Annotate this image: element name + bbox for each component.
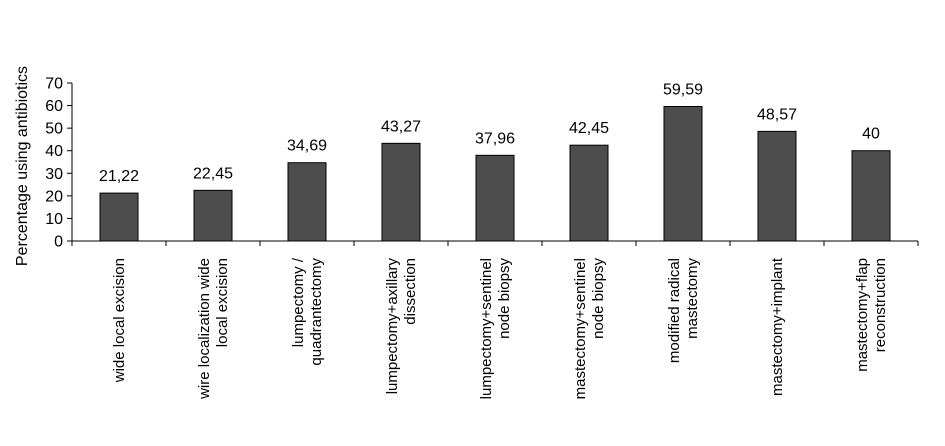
category-label-line: modified radical xyxy=(666,258,683,363)
category-label-line: local excision xyxy=(214,258,231,347)
data-label: 34,69 xyxy=(287,138,327,155)
y-tick-label: 40 xyxy=(45,143,63,160)
category-label-line: mastectomy+sentinel xyxy=(572,258,589,399)
data-label: 40 xyxy=(862,126,880,143)
bar xyxy=(381,142,421,242)
category-label-line: node biopsy xyxy=(590,258,607,339)
x-axis xyxy=(71,240,919,246)
y-tick-label: 20 xyxy=(45,188,63,205)
category-label: mastectomy+sentinelnode biopsy xyxy=(572,258,607,400)
y-tick-label: 30 xyxy=(45,166,63,183)
bar xyxy=(475,154,515,242)
y-tick-label: 0 xyxy=(54,234,63,251)
category-label: lumpectomy+sentinelnode biopsy xyxy=(478,258,513,400)
bar xyxy=(287,162,327,242)
category-label: wide local excision xyxy=(111,258,128,383)
y-tick-label: 10 xyxy=(45,211,63,228)
data-label: 37,96 xyxy=(475,130,515,147)
y-tick-label: 50 xyxy=(45,121,63,138)
category-label-line: mastectomy xyxy=(684,258,701,339)
category-label: mastectomy+flapreconstruction xyxy=(854,258,889,372)
bar xyxy=(663,105,703,242)
category-label: mastectomy+implant xyxy=(769,257,786,396)
bar xyxy=(569,144,609,242)
category-label-line: lumpectomy+sentinel xyxy=(478,258,495,399)
bar xyxy=(99,192,139,242)
bar xyxy=(851,150,891,242)
y-tick-label: 70 xyxy=(45,76,63,93)
bar xyxy=(757,130,797,242)
y-axis: 0 10 20 30 40 50 60 70 xyxy=(45,76,73,251)
data-label: 59,59 xyxy=(663,81,703,98)
bars xyxy=(99,105,891,242)
category-label-line: lumpectomy / xyxy=(290,257,307,347)
data-label: 42,45 xyxy=(569,120,609,137)
category-label-line: dissection xyxy=(402,258,419,325)
category-label-line: reconstruction xyxy=(872,258,889,352)
category-label: lumpectomy+axillarydissection xyxy=(384,258,419,395)
category-label-line: lumpectomy+axillary xyxy=(384,258,401,395)
category-label-line: quadrantectomy xyxy=(308,258,325,366)
category-label-line: mastectomy+flap xyxy=(854,258,871,372)
data-label: 22,45 xyxy=(193,165,233,182)
category-label: modified radicalmastectomy xyxy=(666,258,701,364)
y-axis-title: Percentage using antibiotics xyxy=(14,66,31,266)
data-label: 48,57 xyxy=(757,106,797,123)
y-tick-label: 60 xyxy=(45,98,63,115)
category-label-line: mastectomy+implant xyxy=(769,257,786,396)
data-label: 21,22 xyxy=(99,168,139,185)
category-label-line: wire localization wide xyxy=(196,258,213,400)
category-label-line: wide local excision xyxy=(111,258,128,383)
data-labels: 21,22 22,45 34,69 43,27 37,96 42,45 59,59 48,57… xyxy=(99,81,880,185)
category-label: lumpectomy /quadrantectomy xyxy=(290,257,325,365)
category-label-line: node biopsy xyxy=(496,258,513,339)
category-labels: wide local excision wire localization wid… xyxy=(111,257,889,400)
data-label: 43,27 xyxy=(381,118,421,135)
category-label: wire localization widelocal excision xyxy=(196,258,231,400)
bar xyxy=(193,189,233,242)
